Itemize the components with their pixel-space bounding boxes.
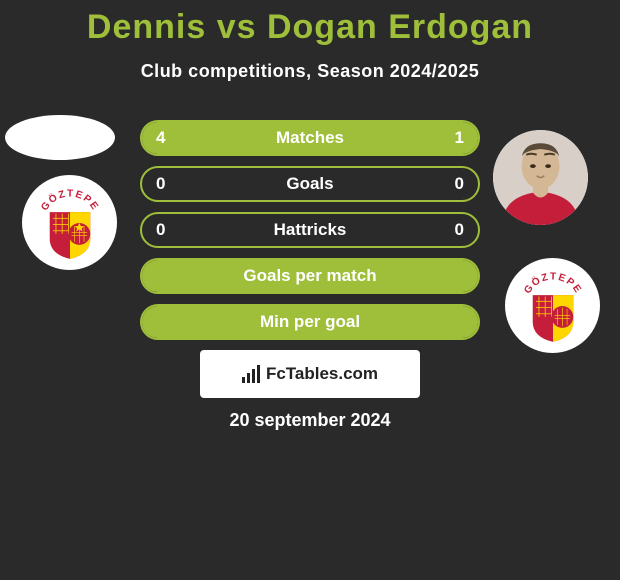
stat-row: 00Hattricks xyxy=(140,212,480,248)
player-right-avatar xyxy=(493,130,588,225)
subtitle: Club competitions, Season 2024/2025 xyxy=(0,61,620,82)
attribution-text: FcTables.com xyxy=(266,364,378,384)
stat-row: 00Goals xyxy=(140,166,480,202)
player-right-club-badge: GÖZTEPE xyxy=(505,258,600,353)
attribution[interactable]: FcTables.com xyxy=(200,350,420,398)
stat-row: Min per goal xyxy=(140,304,480,340)
stat-row: Goals per match xyxy=(140,258,480,294)
stat-label: Min per goal xyxy=(142,312,478,332)
player-left-avatar xyxy=(5,115,115,160)
stat-label: Goals per match xyxy=(142,266,478,286)
page-title: Dennis vs Dogan Erdogan xyxy=(0,0,620,47)
stat-label: Goals xyxy=(142,174,478,194)
stat-label: Hattricks xyxy=(142,220,478,240)
bars-icon xyxy=(242,365,260,383)
stat-row: 41Matches xyxy=(140,120,480,156)
stat-label: Matches xyxy=(142,128,478,148)
stats-container: 41Matches 00Goals 00Hattricks Goals per mat… xyxy=(140,120,480,350)
date: 20 september 2024 xyxy=(0,410,620,431)
player-left-club-badge: GÖZTEPE xyxy=(22,175,117,270)
